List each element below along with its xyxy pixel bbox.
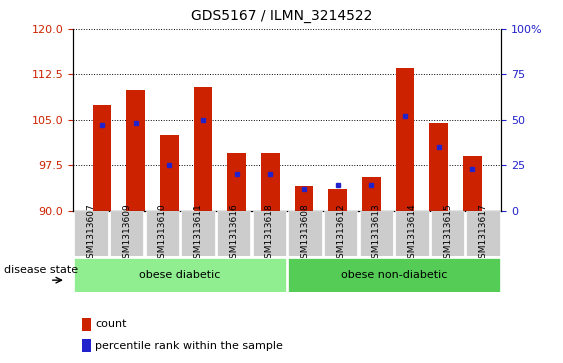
Bar [362,177,381,211]
FancyBboxPatch shape [146,211,179,256]
FancyBboxPatch shape [253,211,286,256]
Text: GSM1313607: GSM1313607 [87,203,96,264]
Text: GSM1313609: GSM1313609 [122,203,131,264]
Bar [93,105,111,211]
Bar [294,186,313,211]
Text: obese non-diabetic: obese non-diabetic [341,270,447,280]
Text: GSM1313616: GSM1313616 [229,203,238,264]
FancyBboxPatch shape [74,258,287,292]
Bar [328,189,347,211]
Text: GSM1313618: GSM1313618 [265,203,274,264]
FancyBboxPatch shape [288,258,501,292]
FancyBboxPatch shape [217,211,251,256]
Bar [227,153,246,211]
FancyBboxPatch shape [324,211,358,256]
Text: GSM1313610: GSM1313610 [158,203,167,264]
Text: percentile rank within the sample: percentile rank within the sample [96,341,283,351]
Bar [261,153,280,211]
Text: GSM1313613: GSM1313613 [372,203,381,264]
FancyBboxPatch shape [467,211,500,256]
Bar [126,90,145,211]
Text: disease state: disease state [4,265,78,275]
Text: obese diabetic: obese diabetic [140,270,221,280]
Text: GSM1313614: GSM1313614 [408,203,417,264]
FancyBboxPatch shape [110,211,144,256]
Bar [82,339,91,352]
Text: GSM1313617: GSM1313617 [479,203,488,264]
Bar [194,86,212,211]
FancyBboxPatch shape [431,211,464,256]
Text: GDS5167 / ILMN_3214522: GDS5167 / ILMN_3214522 [191,9,372,23]
Text: GSM1313608: GSM1313608 [301,203,310,264]
Bar [160,135,178,211]
Text: GSM1313612: GSM1313612 [336,203,345,264]
Text: count: count [96,319,127,330]
FancyBboxPatch shape [360,211,393,256]
FancyBboxPatch shape [288,211,321,256]
Text: GSM1313615: GSM1313615 [443,203,452,264]
FancyBboxPatch shape [74,211,108,256]
Bar [396,68,414,211]
Bar [82,318,91,331]
FancyBboxPatch shape [395,211,428,256]
Bar [463,156,481,211]
FancyBboxPatch shape [181,211,215,256]
Bar [430,123,448,211]
Text: GSM1313611: GSM1313611 [194,203,203,264]
